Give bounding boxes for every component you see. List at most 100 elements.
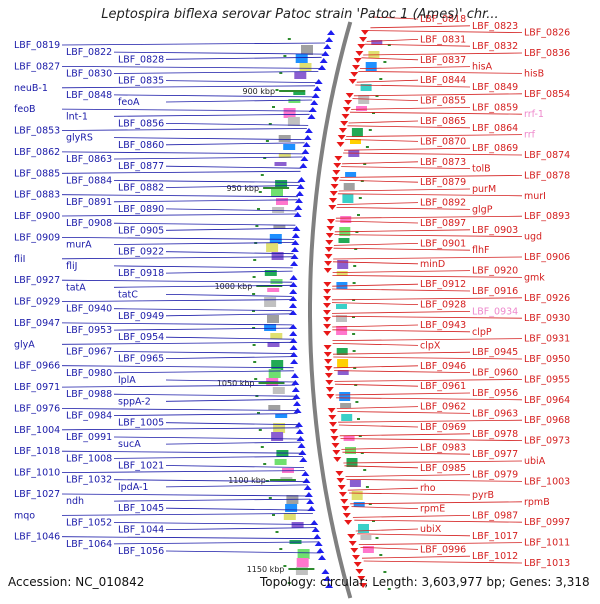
gene-label-left[interactable]: glyA	[14, 339, 35, 350]
gene-label-left[interactable]: LBF_0830	[66, 69, 112, 80]
gene-label-right[interactable]: LBF_0823	[472, 21, 518, 32]
gene-label-right[interactable]: LBF_0945	[472, 347, 518, 358]
gene-label-right[interactable]: LBF_0855	[420, 96, 466, 107]
gene-label-left[interactable]: LBF_0860	[118, 140, 164, 151]
gene-label-right[interactable]: hisB	[524, 68, 544, 79]
gene-label-right[interactable]: rpmB	[524, 497, 550, 508]
gene-label-right[interactable]: LBF_0934	[472, 306, 518, 317]
gene-label-left[interactable]: LBF_0976	[14, 404, 60, 415]
gene-label-left[interactable]: LBF_1032	[66, 475, 112, 486]
gene-label-left[interactable]: LBF_0966	[14, 361, 60, 372]
gene-label-right[interactable]: LBF_1011	[524, 538, 570, 549]
gene-label-left[interactable]: LBF_0953	[66, 325, 112, 336]
gene-label-left[interactable]: LBF_0971	[14, 382, 60, 393]
gene-label-right[interactable]: LBF_0962	[420, 402, 466, 413]
gene-label-left[interactable]: LBF_1027	[14, 489, 60, 500]
gene-label-right[interactable]: LBF_0931	[524, 334, 570, 345]
gene-label-left[interactable]: sppA-2	[118, 396, 151, 407]
gene-label-left[interactable]: fliJ	[66, 261, 77, 272]
gene-label-left[interactable]: LBF_0965	[118, 354, 164, 365]
gene-label-left[interactable]: LBF_0988	[66, 389, 112, 400]
gene-label-right[interactable]: clpX	[420, 340, 441, 351]
gene-label-right[interactable]: LBF_0893	[524, 211, 570, 222]
gene-label-right[interactable]: LBF_0903	[472, 225, 518, 236]
gene-label-right[interactable]: LBF_0943	[420, 320, 466, 331]
gene-label-right[interactable]: LBF_0859	[472, 102, 518, 113]
gene-label-right[interactable]: LBF_0926	[524, 293, 570, 304]
gene-label-left[interactable]: LBF_1064	[66, 539, 112, 550]
gene-label-right[interactable]: LBF_0912	[420, 279, 466, 290]
gene-label-left[interactable]: LBF_0882	[118, 183, 164, 194]
gene-label-right[interactable]: glgP	[472, 204, 493, 215]
gene-label-left[interactable]: LBF_1004	[14, 425, 60, 436]
gene-label-left[interactable]: LBF_0908	[66, 218, 112, 229]
gene-label-right[interactable]: rrf	[524, 130, 536, 141]
gene-label-left[interactable]: LBF_0954	[118, 332, 164, 343]
gene-label-left[interactable]: LBF_0967	[66, 347, 112, 358]
gene-label-left[interactable]: LBF_1008	[66, 453, 112, 464]
gene-label-left[interactable]: tatC	[118, 289, 138, 300]
gene-label-right[interactable]: LBF_0916	[472, 286, 518, 297]
gene-label-left[interactable]: LBF_0949	[118, 311, 164, 322]
gene-label-left[interactable]: feoB	[14, 104, 36, 115]
gene-label-left[interactable]: LBF_0891	[66, 197, 112, 208]
gene-label-left[interactable]: LBF_0848	[66, 90, 112, 101]
gene-label-right[interactable]: ugd	[524, 232, 542, 243]
gene-label-right[interactable]: LBF_0928	[420, 300, 466, 311]
gene-label-right[interactable]: murI	[524, 191, 546, 202]
gene-label-right[interactable]: LBF_0869	[472, 143, 518, 154]
gene-label-right[interactable]: LBF_0960	[472, 368, 518, 379]
gene-label-left[interactable]: LBF_0890	[118, 204, 164, 215]
gene-label-right[interactable]: minD	[420, 259, 445, 270]
gene-label-left[interactable]: LBF_0877	[118, 161, 164, 172]
gene-label-left[interactable]: lnt-1	[66, 111, 88, 122]
gene-label-left[interactable]: sucA	[118, 439, 141, 450]
gene-label-right[interactable]: rho	[420, 483, 436, 494]
gene-label-left[interactable]: LBF_0900	[14, 211, 60, 222]
gene-label-left[interactable]: tatA	[66, 282, 86, 293]
gene-label-right[interactable]: flhF	[472, 245, 489, 256]
gene-label-left[interactable]: LBF_0929	[14, 297, 60, 308]
gene-label-right[interactable]: LBF_0968	[524, 415, 570, 426]
gene-label-left[interactable]: LBF_0885	[14, 168, 60, 179]
gene-label-right[interactable]: LBF_0964	[524, 395, 570, 406]
gene-label-right[interactable]: LBF_0930	[524, 313, 570, 324]
gene-label-right[interactable]: LBF_0865	[420, 116, 466, 127]
gene-label-right[interactable]: LBF_0997	[524, 517, 570, 528]
gene-label-right[interactable]: LBF_0897	[420, 218, 466, 229]
gene-label-right[interactable]: LBF_0879	[420, 177, 466, 188]
gene-label-right[interactable]: rpmE	[420, 504, 445, 515]
gene-label-right[interactable]: LBF_1017	[472, 531, 518, 542]
gene-label-right[interactable]: LBF_1012	[472, 551, 518, 562]
gene-label-right[interactable]: clpP	[472, 327, 492, 338]
gene-label-left[interactable]: LBF_0905	[118, 225, 164, 236]
gene-label-right[interactable]: LBF_0987	[472, 510, 518, 521]
gene-label-left[interactable]: LBF_0980	[66, 368, 112, 379]
gene-label-left[interactable]: LBF_0918	[118, 268, 164, 279]
gene-label-left[interactable]: LBF_0856	[118, 118, 164, 129]
gene-label-right[interactable]: LBF_0849	[472, 82, 518, 93]
gene-label-right[interactable]: LBF_0985	[420, 463, 466, 474]
gene-label-right[interactable]: ubiA	[524, 456, 546, 467]
gene-label-left[interactable]: lplA	[118, 375, 136, 386]
gene-label-left[interactable]: LBF_0927	[14, 275, 60, 286]
gene-label-right[interactable]: LBF_0901	[420, 238, 466, 249]
gene-label-right[interactable]: LBF_0946	[420, 361, 466, 372]
gene-label-left[interactable]: ndh	[66, 496, 84, 507]
gene-label-right[interactable]: LBF_0956	[472, 388, 518, 399]
gene-label-right[interactable]: pyrB	[472, 490, 494, 501]
gene-label-right[interactable]: tolB	[472, 164, 491, 175]
gene-label-right[interactable]: LBF_1003	[524, 476, 570, 487]
gene-label-right[interactable]: LBF_0832	[472, 41, 518, 52]
gene-label-left[interactable]: LBF_0940	[66, 304, 112, 315]
gene-label-right[interactable]: LBF_0878	[524, 170, 570, 181]
gene-label-right[interactable]: LBF_0818	[420, 14, 466, 25]
gene-label-left[interactable]: LBF_0883	[14, 190, 60, 201]
gene-label-right[interactable]: LBF_0854	[524, 89, 570, 100]
gene-label-left[interactable]: LBF_0827	[14, 61, 60, 72]
gene-label-left[interactable]: LBF_0822	[66, 47, 112, 58]
gene-label-right[interactable]: LBF_0836	[524, 48, 570, 59]
gene-label-left[interactable]: glyRS	[66, 133, 93, 144]
gene-label-right[interactable]: LBF_0906	[524, 252, 570, 263]
gene-label-right[interactable]: LBF_0873	[420, 157, 466, 168]
